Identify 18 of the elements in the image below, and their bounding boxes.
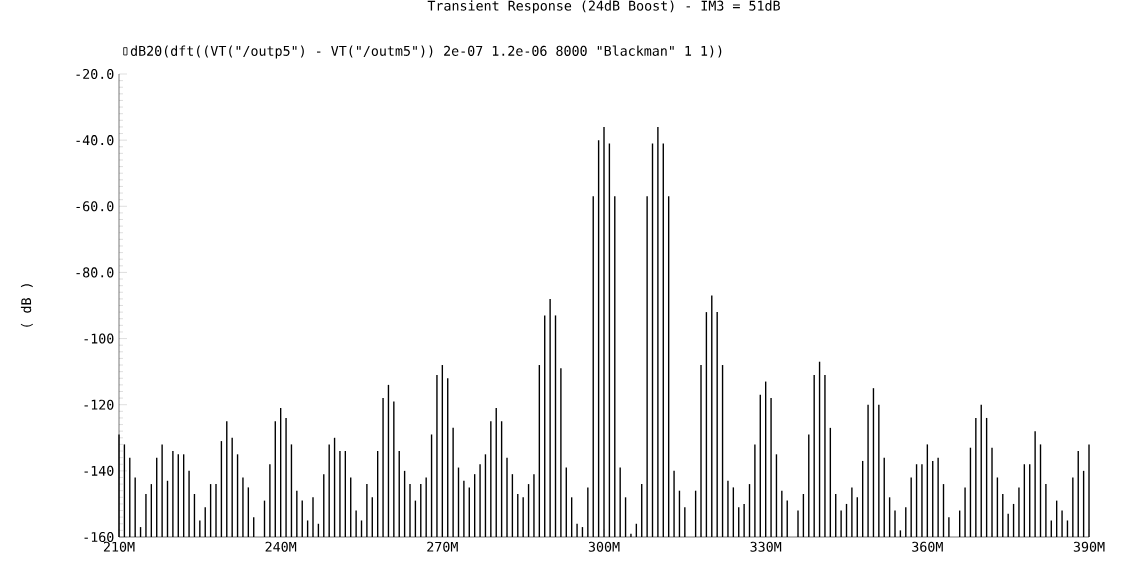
y-axis-title: ( dB ): [20, 284, 33, 327]
legend-label: dB20(dft((VT("/outp5") - VT("/outm5")) 2e-07 1.2e-06 8000 "Blackman" 1 1)): [130, 45, 722, 59]
chart-title: Transient Response (24dB Boost) - IM3 = 51dB: [427, 0, 780, 14]
y-tick-label: -160: [84, 531, 114, 543]
x-tick-label: 390M: [1073, 541, 1105, 552]
x-tick-label: 300M: [588, 541, 620, 552]
y-tick-label: -80.0: [76, 267, 114, 278]
y-tick-label: -40.0: [76, 135, 114, 146]
y-tick-label: -140: [84, 465, 114, 476]
y-tick-label: -120: [84, 399, 114, 410]
x-tick-label: 270M: [427, 541, 458, 552]
y-tick-label: -60.0: [76, 201, 114, 212]
y-tick-label: -20.0: [76, 68, 114, 80]
x-tick-label: 330M: [750, 541, 782, 552]
x-tick-label: 360M: [912, 541, 943, 552]
y-tick-label: -100: [84, 333, 114, 344]
x-tick-label: 240M: [265, 541, 297, 552]
x-tick-label: 210M: [103, 541, 135, 552]
